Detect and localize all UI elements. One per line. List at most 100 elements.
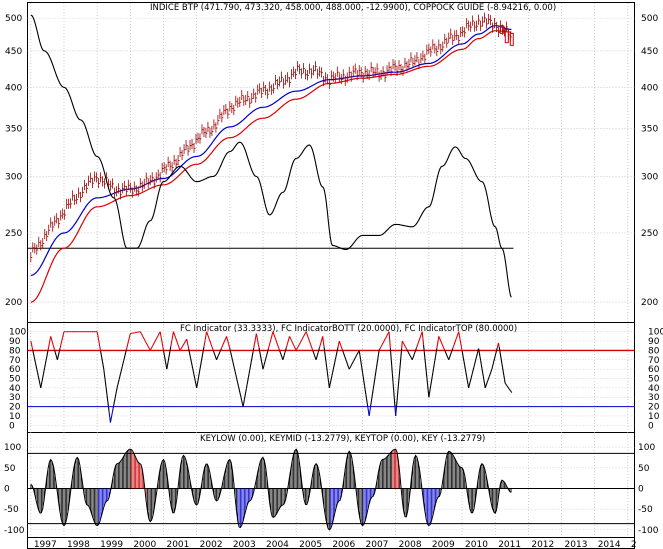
fc-indicator-segment xyxy=(287,340,289,344)
fc-indicator-segment xyxy=(296,347,298,350)
fc-indicator-segment xyxy=(194,381,197,385)
x-tick-label: 2000 xyxy=(133,540,156,549)
key-y-tick-left: 50 xyxy=(4,464,16,474)
fc-indicator-segment xyxy=(327,377,330,383)
fc-indicator-segment xyxy=(478,352,481,357)
key-y-tick-right: -100 xyxy=(638,526,659,536)
fc-indicator-segment xyxy=(227,341,230,344)
fc-indicator-segment xyxy=(299,342,301,345)
fc-indicator-segment xyxy=(458,331,460,336)
fc-indicator-segment xyxy=(411,357,414,360)
fc-indicator-segment xyxy=(438,336,440,339)
fc-indicator-segment xyxy=(398,370,401,379)
fc-indicator-segment xyxy=(359,359,362,364)
fc-y-tick-right: 0 xyxy=(648,421,654,431)
fc-indicator-segment xyxy=(169,346,172,351)
fc-indicator-segment xyxy=(453,342,456,345)
fc-indicator-segment xyxy=(214,353,216,357)
fc-indicator-segment xyxy=(40,384,42,388)
fc-indicator-segment xyxy=(431,372,434,378)
fc-indicator-segment xyxy=(58,351,60,355)
fc-indicator-segment xyxy=(426,377,429,385)
fc-indicator-segment xyxy=(377,354,379,360)
fc-indicator-segment xyxy=(166,361,169,366)
fc-indicator-segment xyxy=(363,380,366,386)
fc-indicator-segment xyxy=(501,366,504,372)
fc-y-tick-right: 100 xyxy=(648,328,663,338)
fc-indicator-segment xyxy=(119,371,122,375)
fc-indicator-segment xyxy=(501,362,504,368)
fc-indicator-segment xyxy=(496,345,499,349)
fc-indicator-segment xyxy=(184,340,187,342)
fc-indicator-segment xyxy=(506,385,509,388)
fc-indicator-segment xyxy=(335,353,338,357)
fc-indicator-segment xyxy=(507,386,509,389)
fc-indicator-segment xyxy=(448,355,451,359)
fc-indicator-segment xyxy=(103,369,105,375)
fc-indicator-segment xyxy=(316,354,318,358)
fc-indicator-segment xyxy=(295,348,298,351)
fc-indicator-segment xyxy=(482,375,485,381)
fc-indicator-segment xyxy=(317,350,320,353)
fc-indicator-segment xyxy=(399,355,402,364)
fc-indicator-segment xyxy=(492,361,495,365)
fc-indicator-segment xyxy=(283,352,286,356)
fc-indicator-segment xyxy=(151,346,153,349)
fc-indicator-segment xyxy=(379,346,382,349)
fc-indicator-segment xyxy=(495,350,498,354)
fc-indicator-segment xyxy=(374,372,377,377)
fc-indicator-segment xyxy=(204,339,206,344)
x-tick-label: 2013 xyxy=(565,540,588,549)
fc-indicator-segment xyxy=(391,373,394,383)
fc-indicator-segment xyxy=(485,383,488,387)
fc-indicator-segment xyxy=(53,347,56,351)
fc-indicator-segment xyxy=(330,375,333,379)
fc-indicator-segment xyxy=(289,336,291,339)
fc-indicator-segment xyxy=(476,351,479,354)
fc-indicator-segment xyxy=(347,365,350,368)
fc-y-tick-left: 20 xyxy=(9,403,21,413)
fc-indicator-segment xyxy=(339,342,342,345)
key-y-tick-left: -100 xyxy=(4,526,25,536)
fc-indicator-segment xyxy=(55,354,58,358)
fc-indicator-segment xyxy=(167,357,170,362)
fc-indicator-segment xyxy=(352,360,355,362)
fc-indicator-segment xyxy=(318,345,321,349)
fc-indicator-segment xyxy=(371,394,374,399)
fc-indicator-segment xyxy=(107,401,109,407)
fc-indicator-segment xyxy=(206,331,208,334)
fc-indicator-segment xyxy=(108,411,111,418)
fc-indicator-segment xyxy=(334,356,337,360)
fc-indicator-segment xyxy=(504,382,507,385)
fc-indicator-segment xyxy=(372,385,375,390)
fc-indicator-segment xyxy=(365,398,368,403)
fc-indicator-segment xyxy=(435,348,438,353)
fc-indicator-segment xyxy=(479,356,482,361)
fc-indicator-segment xyxy=(348,367,351,370)
key-y-tick-right: -50 xyxy=(638,505,653,515)
fc-indicator-segment xyxy=(371,389,374,395)
fc-indicator-segment xyxy=(354,356,357,359)
fc-indicator-segment xyxy=(105,385,107,391)
fc-indicator-segment xyxy=(373,380,375,386)
fc-indicator-segment xyxy=(480,360,482,365)
fc-y-tick-left: 40 xyxy=(9,384,21,394)
fc-indicator-segment xyxy=(209,340,212,344)
fc-indicator-segment xyxy=(217,354,220,357)
fc-indicator-segment xyxy=(375,367,377,373)
fc-indicator-segment xyxy=(494,353,497,357)
fc-indicator-segment xyxy=(481,368,484,373)
fc-indicator-segment xyxy=(38,381,41,385)
fc-indicator-segment xyxy=(224,337,227,340)
fc-indicator-segment xyxy=(172,331,175,334)
fc-indicator-segment xyxy=(216,356,219,359)
fc-indicator-segment xyxy=(193,374,196,379)
fc-indicator-segment xyxy=(181,345,184,348)
fc-indicator-segment xyxy=(163,354,166,358)
fc-indicator-segment xyxy=(206,333,209,336)
fc-indicator-segment xyxy=(41,377,44,382)
fc-indicator-segment xyxy=(486,380,489,383)
fc-indicator-segment xyxy=(307,337,310,340)
fc-indicator-segment xyxy=(304,332,306,335)
fc-indicator-segment xyxy=(182,343,185,346)
